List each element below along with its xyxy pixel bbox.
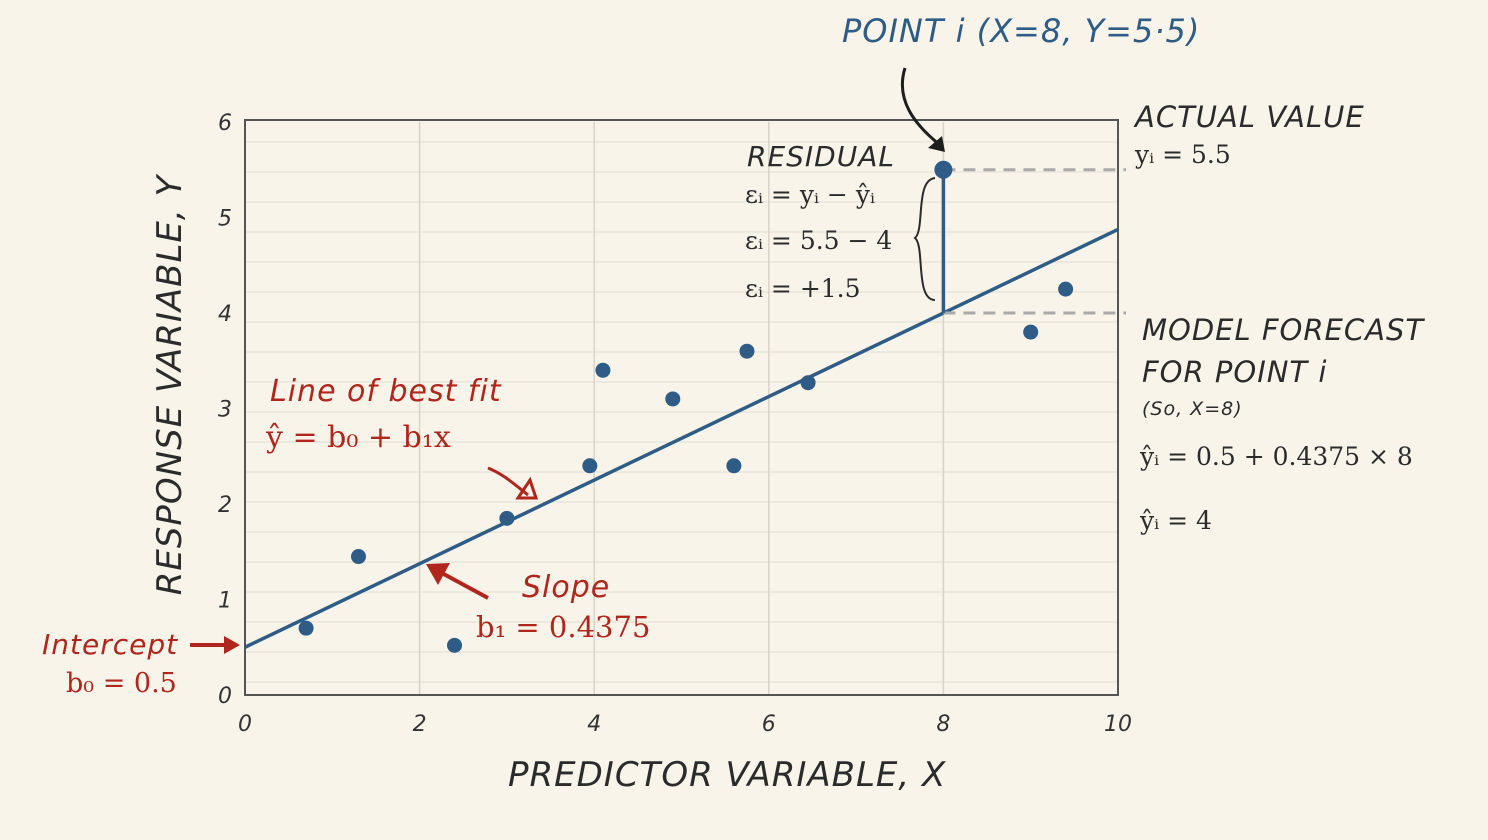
data-point <box>1058 281 1074 297</box>
x-axis-label: PREDICTOR VARIABLE, X <box>508 755 947 795</box>
intercept-title: Intercept <box>42 628 179 661</box>
actual-value-title: ACTUAL VALUE <box>1135 100 1365 134</box>
arrow-to-point-i-head <box>928 136 945 152</box>
point-i-label: POINT i (X=8, Y=5·5) <box>842 12 1201 50</box>
data-point <box>499 510 515 526</box>
data-point <box>800 375 816 391</box>
forecast-title-2: FOR POINT i <box>1142 355 1328 389</box>
y-tick-label: 5 <box>218 207 232 232</box>
arrow-slope-head <box>426 563 450 585</box>
forecast-note: (So, X=8) <box>1142 398 1243 420</box>
residual-eq-1: εᵢ = yᵢ − ŷᵢ <box>745 180 875 209</box>
y-tick-label: 4 <box>218 302 232 327</box>
data-point <box>665 391 681 407</box>
y-tick-label: 2 <box>218 493 232 518</box>
data-point <box>447 637 463 653</box>
arrow-to-point-i <box>900 67 941 147</box>
x-tick-label: 6 <box>762 712 776 737</box>
actual-value-eq: yᵢ = 5.5 <box>1135 140 1231 169</box>
x-tick-label: 0 <box>238 712 252 737</box>
residual-eq-3: εᵢ = +1.5 <box>745 274 861 303</box>
x-tick-label: 2 <box>413 712 427 737</box>
data-point <box>582 458 598 474</box>
x-tick-label: 10 <box>1104 712 1132 737</box>
y-tick-label: 0 <box>218 684 232 709</box>
plot-frame <box>244 119 1119 696</box>
y-axis-label: RESPONSE VARIABLE, Y <box>150 174 190 596</box>
slope-eq: b₁ = 0.4375 <box>476 610 651 644</box>
data-point <box>595 362 611 378</box>
x-tick-label: 8 <box>936 712 950 737</box>
fit-line <box>244 227 1119 649</box>
data-point <box>298 620 314 636</box>
data-point <box>350 549 366 565</box>
arrow-fit-line-head <box>515 476 539 500</box>
arrow-slope <box>439 570 489 600</box>
forecast-eq-1: ŷᵢ = 0.5 + 0.4375 × 8 <box>1140 442 1413 471</box>
y-tick-label: 6 <box>218 111 232 136</box>
fit-line-eq: ŷ = b₀ + b₁x <box>266 420 451 455</box>
slope-title: Slope <box>522 570 611 605</box>
x-tick-label: 4 <box>587 712 601 737</box>
arrow-fit-line <box>487 466 529 497</box>
forecast-title-1: MODEL FORECAST <box>1142 313 1425 347</box>
fit-line-title: Line of best fit <box>270 374 502 409</box>
grid <box>245 122 1118 695</box>
residual-brace <box>913 177 936 301</box>
y-tick-label: 3 <box>218 398 232 423</box>
data-point <box>726 458 742 474</box>
residual-title: RESIDUAL <box>747 140 895 173</box>
arrow-intercept-head <box>224 636 240 654</box>
data-point <box>1023 324 1039 340</box>
residual-eq-2: εᵢ = 5.5 − 4 <box>745 226 893 255</box>
data-point <box>739 343 755 359</box>
intercept-eq: b₀ = 0.5 <box>66 668 177 699</box>
point-i <box>934 160 953 179</box>
y-tick-label: 1 <box>218 589 232 614</box>
annotation-arrows <box>190 67 945 654</box>
forecast-eq-2: ŷᵢ = 4 <box>1140 506 1212 535</box>
